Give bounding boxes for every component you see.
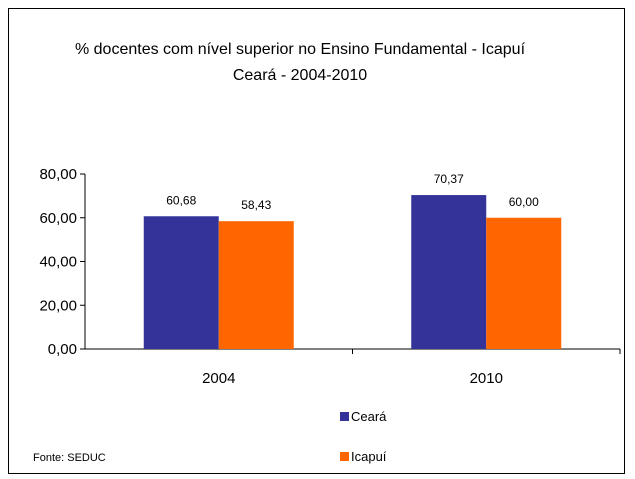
legend-label-ceara: Ceará xyxy=(351,409,387,424)
legend-swatch-icapui xyxy=(340,452,349,461)
y-tick-label: 80,00 xyxy=(39,166,77,183)
y-tick-label: 20,00 xyxy=(39,297,77,314)
bar-icapuí-2004 xyxy=(218,221,294,349)
y-tick-label: 0,00 xyxy=(48,341,77,358)
data-label: 58,43 xyxy=(241,198,271,212)
bar-ceará-2004 xyxy=(143,216,219,349)
data-label: 60,68 xyxy=(166,193,196,207)
source-note: Fonte: SEDUC xyxy=(33,452,106,464)
chart-title-line2: Ceará - 2004-2010 xyxy=(233,67,367,84)
bar-ceará-2010 xyxy=(411,195,487,349)
x-categories: 2004 2010 xyxy=(202,349,621,387)
legend: Ceará Icapuí xyxy=(340,409,387,464)
y-ticks: 0,00 20,00 40,00 60,00 80,00 xyxy=(39,166,85,358)
legend-swatch-ceara xyxy=(340,412,349,421)
legend-label-icapui: Icapuí xyxy=(351,449,387,464)
x-category-label: 2010 xyxy=(470,370,503,387)
y-tick-label: 60,00 xyxy=(39,210,77,227)
chart-title-line1: % docentes com nível superior no Ensino … xyxy=(75,41,526,58)
data-label: 70,37 xyxy=(434,172,464,186)
bar-icapuí-2010 xyxy=(486,217,562,349)
y-tick-label: 40,00 xyxy=(39,254,77,271)
bars: 60,68 58,43 70,37 60,00 xyxy=(143,172,562,349)
x-category-label: 2004 xyxy=(202,370,235,387)
data-label: 60,00 xyxy=(509,195,539,209)
